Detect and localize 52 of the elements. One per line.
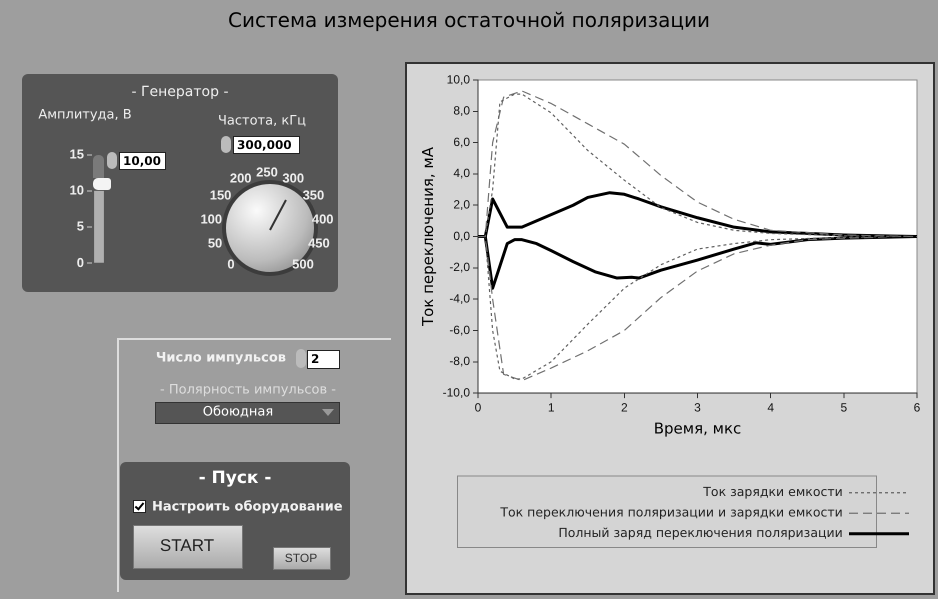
y-tick-label: 0	[76, 254, 84, 270]
x-tick-label: 3	[694, 400, 702, 415]
y-tick-label: 15	[70, 146, 84, 162]
text: 0	[227, 256, 235, 272]
y-tick-label: -4,0	[449, 291, 470, 306]
y-tick-label: 2,0	[453, 198, 470, 212]
chart-title: Система измерения остаточной поляризации	[227, 8, 711, 32]
y-tick-label: -6,0	[449, 322, 470, 337]
y-tick-label: 5	[76, 218, 84, 234]
text: Частота, кГц	[218, 114, 306, 128]
y-tick-label: 6,0	[453, 134, 470, 149]
text: STOP	[284, 551, 318, 565]
x-tick-label: 0	[474, 400, 482, 415]
text: 400	[312, 211, 334, 226]
legend-label: Полный заряд переключения поляризации	[558, 525, 843, 540]
text: 300	[282, 170, 304, 186]
text: 150	[210, 187, 232, 202]
x-tick-label: 5	[840, 400, 848, 415]
text: Число импульсов	[156, 350, 286, 366]
text: - Полярность импульсов -	[160, 382, 336, 398]
text: 250	[256, 164, 278, 180]
x-tick-label: 2	[620, 400, 628, 415]
text: 200	[230, 170, 252, 186]
text: - Генератор -	[132, 84, 228, 100]
text: Настроить оборудование	[152, 500, 343, 514]
y-tick-label: -10,0	[442, 385, 470, 400]
x-tick-label: 4	[767, 400, 774, 415]
y-tick-label: -2,0	[449, 260, 470, 274]
text: 500	[292, 256, 314, 272]
y-tick-label: 10,0	[446, 72, 470, 86]
y-tick-label: 8,0	[453, 104, 470, 118]
text: 100	[200, 211, 222, 226]
text: - Пуск -	[198, 468, 272, 488]
y-tick-label: 4,0	[453, 166, 470, 180]
text: 2	[307, 350, 340, 369]
y-tick-label: 10	[70, 182, 84, 198]
text: START	[160, 536, 214, 556]
y-tick-label: 0,0	[453, 228, 470, 243]
text: 350	[302, 187, 324, 202]
text: Амплитуда, В	[38, 108, 132, 122]
text: 300,000	[233, 136, 300, 154]
text: Обоюдная	[202, 404, 274, 420]
y-tick-label: -8,0	[449, 354, 470, 368]
x-tick-label: 6	[914, 400, 921, 415]
legend-label: Ток зарядки емкости	[702, 484, 843, 499]
text: 10,00	[119, 152, 166, 170]
text: 50	[208, 236, 222, 251]
x-axis-title: Время, мкс	[654, 419, 742, 438]
text: 450	[308, 236, 330, 251]
x-tick-label: 1	[548, 400, 555, 415]
y-axis-title: Ток переключения, мА	[418, 146, 437, 328]
legend-label: Ток переключения поляризации и зарядки емкости	[499, 504, 843, 520]
